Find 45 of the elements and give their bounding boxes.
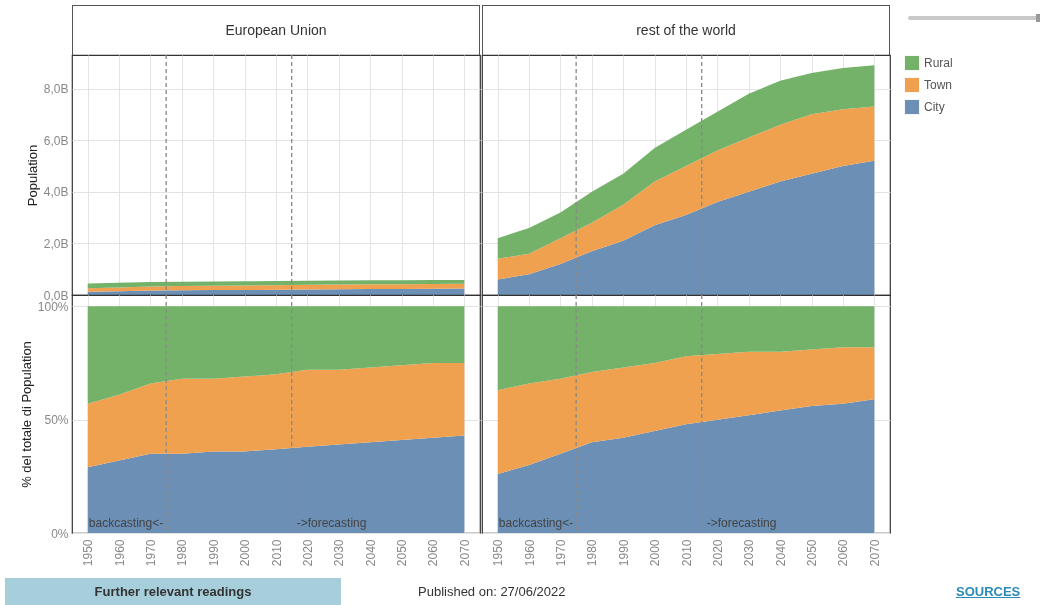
x-tick-label: 2000 [238,539,253,567]
ref-line-label: ->forecasting [706,516,777,530]
x-tick-label: 1960 [522,539,537,567]
y-tick-label: 4,0B [43,185,69,200]
x-tick-label: 1970 [143,539,158,567]
x-tick-label: 1980 [175,539,190,567]
y-tick-label: 8,0B [43,82,69,97]
legend-label: Town [924,78,953,92]
x-tick-label: 1980 [585,539,600,567]
x-tick-label: 2060 [426,539,441,567]
x-tick-label: 1960 [112,539,127,567]
x-tick-label: 1950 [81,539,96,567]
x-tick-label: 2020 [710,539,725,567]
chart-title: European Union [225,22,327,39]
y-tick-label: 2,0B [43,236,69,251]
y-tick-label: 0% [51,526,69,541]
y-tick-label: 50% [44,413,69,428]
text: Further relevant readings [5,578,341,605]
y-tick-label: 0,0B [43,288,69,303]
x-tick-label: 1970 [553,539,568,567]
x-tick-label: 2060 [836,539,851,567]
y-axis-title: Population [24,144,40,207]
x-tick-label: 2050 [805,539,820,567]
x-tick-label: 2040 [773,539,788,567]
legend-label: City [924,100,945,114]
x-tick-label: 2030 [742,539,757,567]
x-tick-label: 1990 [616,539,631,567]
chart-title: rest of the world [636,22,736,39]
x-tick-label: 1950 [491,539,506,567]
x-tick-label: 2050 [395,539,410,567]
legend-label: Rural [924,56,953,70]
x-tick-label: 2040 [363,539,378,567]
y-axis-title: % del totale di Population [18,341,34,488]
x-tick-label: 2020 [300,539,315,567]
x-tick-label: 2070 [457,539,472,567]
x-tick-label: 1990 [206,539,221,567]
ref-line-label: backcasting<- [498,516,574,530]
text: SOURCES [956,584,1021,599]
x-tick-label: 2070 [867,539,882,567]
x-tick-label: 2010 [679,539,694,567]
text: Published on: 27/06/2022 [418,584,566,599]
x-tick-label: 2010 [269,539,284,567]
x-tick-label: 2030 [332,539,347,567]
y-tick-label: 6,0B [43,133,69,148]
x-tick-label: 2000 [648,539,663,567]
